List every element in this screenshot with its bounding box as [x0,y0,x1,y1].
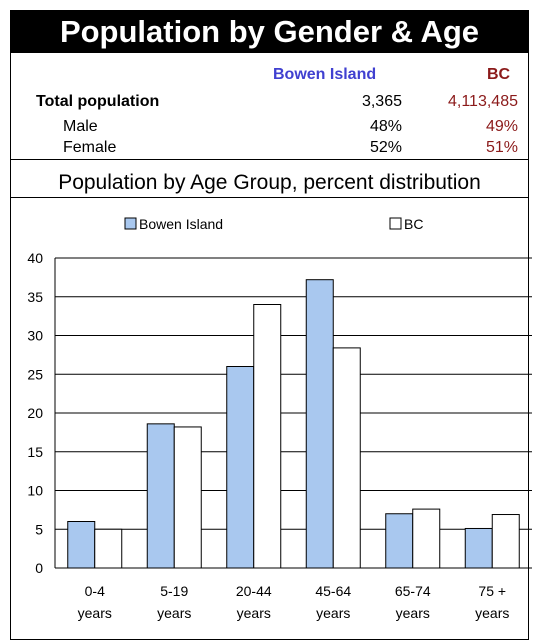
bar-bc [253,304,282,569]
y-tick-label: 5 [35,521,43,537]
x-tick-label: years [396,605,430,621]
y-tick-label: 40 [27,250,43,266]
y-tick-label: 30 [27,328,43,344]
bar-bowen-island [385,513,414,569]
y-tick-label: 35 [27,289,43,305]
chart-title: Population by Age Group, percent distrib… [58,171,481,194]
value-bc-male: 49% [485,118,518,135]
row-label-male: Male [63,118,98,135]
bar-bowen-island [67,521,96,569]
value-bc-female: 51% [485,139,518,156]
y-tick-label: 25 [27,366,43,382]
column-header-bowen-island: Bowen Island [273,66,377,83]
x-tick-label: years [316,605,350,621]
bar-bowen-island [226,366,255,569]
legend-label: Bowen Island [139,216,223,232]
value-bc-total: 4,113,485 [448,93,518,110]
x-tick-label: 65-74 [395,583,431,599]
x-tick-label: years [237,605,271,621]
y-tick-label: 0 [35,560,43,576]
bar-bowen-island [146,423,175,569]
bar-bowen-island [305,279,334,569]
divider [11,159,528,160]
value-bowen-female: 52% [369,139,402,156]
legend-label: BC [404,216,423,232]
x-tick-label: 20-44 [236,583,272,599]
x-tick-label: years [78,605,112,621]
infographic-panel: Population by Gender & Age Bowen Island … [10,10,529,640]
x-tick-label: 5-19 [160,583,188,599]
bar-bc [332,347,361,569]
x-tick-label: years [475,605,509,621]
y-tick-label: 20 [27,405,43,421]
row-label-female: Female [63,139,117,156]
divider [11,197,528,198]
bar-bowen-island [464,527,493,569]
bar-bc [491,514,520,569]
value-bowen-male: 48% [369,118,402,135]
column-header-bc: BC [487,66,511,83]
y-tick-label: 15 [27,444,43,460]
page-title: Population by Gender & Age [11,11,528,53]
value-bowen-total: 3,365 [361,93,402,110]
row-label-total-population: Total population [36,93,160,110]
legend-swatch-bowen-island [124,217,137,230]
x-tick-label: years [157,605,191,621]
bar-bc [94,528,123,569]
legend-swatch-bc [389,217,402,230]
bar-bc [173,426,202,569]
x-tick-label: 75 + [478,583,506,599]
x-tick-label: 45-64 [315,583,351,599]
y-tick-label: 10 [27,483,43,499]
bar-bc [412,508,441,569]
x-tick-label: 0-4 [85,583,105,599]
